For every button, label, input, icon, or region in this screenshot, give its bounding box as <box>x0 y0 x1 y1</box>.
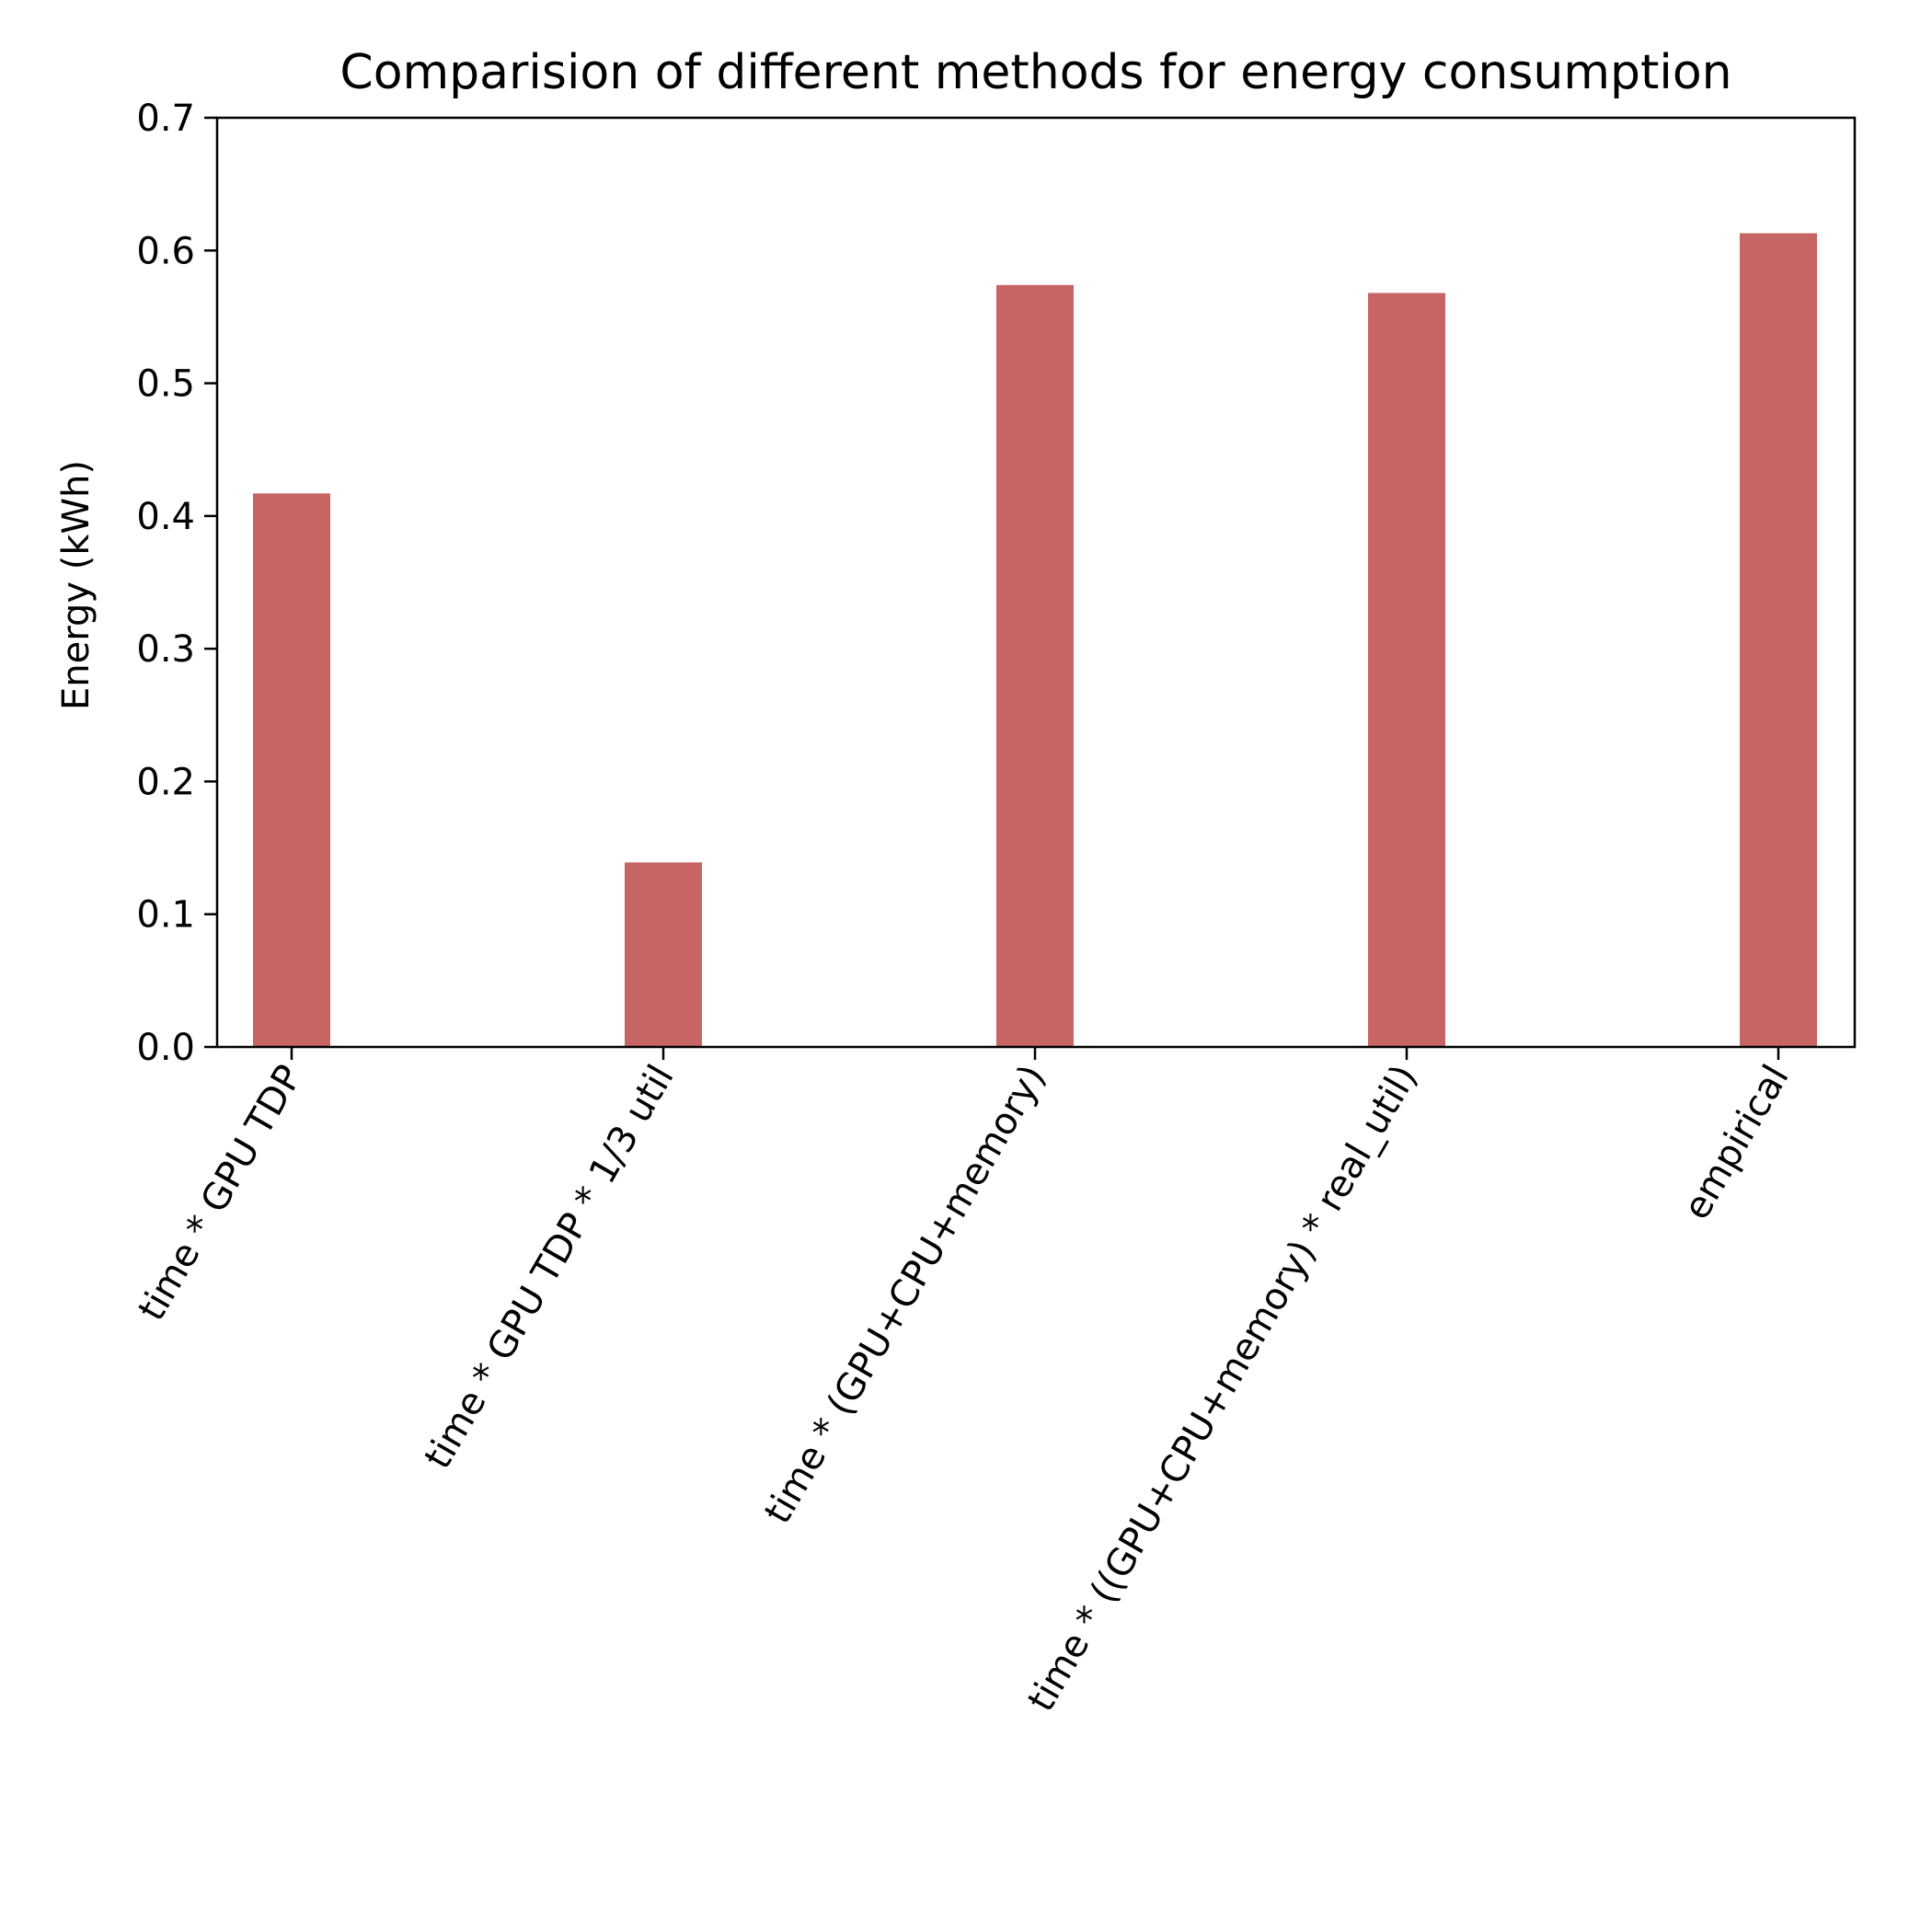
bars-layer <box>253 233 1817 1047</box>
y-tick-label: 0.1 <box>136 894 195 937</box>
y-tick-label: 0.3 <box>136 628 195 671</box>
bar <box>1368 293 1445 1047</box>
axes-layer: 0.0 0.1 0.2 0.3 0.4 0.5 0.6 0.7 time * GPU TDP ti… <box>131 98 1857 1719</box>
bar <box>253 493 330 1047</box>
y-tick-label: 0.7 <box>136 98 195 140</box>
y-tick-label: 0.4 <box>136 496 195 538</box>
x-tick-label: time * ((GPU+CPU+memory) * real_util) <box>1020 1058 1426 1719</box>
y-tick-label: 0.0 <box>136 1027 195 1069</box>
bar <box>625 862 702 1047</box>
x-tick-label: time * GPU TDP * 1/3 util <box>417 1058 683 1476</box>
chart-title: Comparision of different methods for ene… <box>339 45 1731 100</box>
bar <box>996 284 1074 1047</box>
x-tick-label: time * (GPU+CPU+memory) <box>756 1058 1053 1531</box>
bar <box>1740 233 1817 1047</box>
y-tick-label: 0.2 <box>136 761 195 803</box>
x-tick-label: empirical <box>1675 1058 1797 1226</box>
y-tick-label: 0.6 <box>136 230 195 272</box>
y-axis-label: Energy (kWh) <box>55 460 98 710</box>
y-tick-label: 0.5 <box>136 363 195 406</box>
x-tick-label: time * GPU TDP <box>131 1058 311 1328</box>
